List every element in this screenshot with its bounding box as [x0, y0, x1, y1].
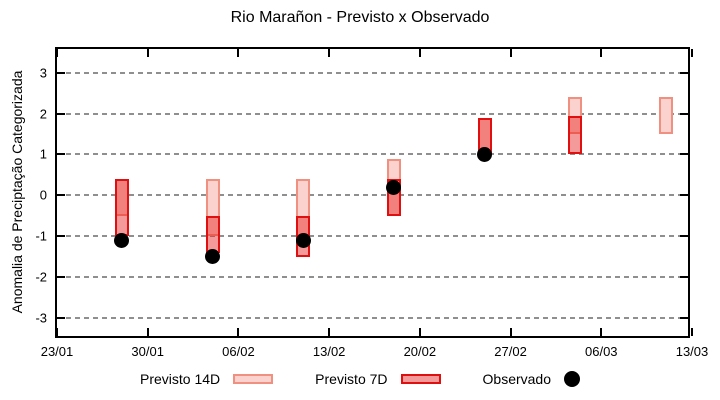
legend-label-previsto-7d: Previsto 7D — [315, 371, 388, 387]
gridline-y-2 — [57, 112, 688, 115]
y-tick-mark — [680, 235, 688, 238]
x-tick-mark — [691, 328, 693, 336]
x-tick-mark — [56, 328, 58, 336]
y-tick-mark — [57, 112, 65, 115]
x-tick-mark — [328, 328, 331, 336]
bar-previsto-7d — [568, 115, 583, 155]
y-tick-mark — [57, 71, 65, 74]
x-tick-mark — [691, 49, 693, 57]
x-tick-label: 06/02 — [222, 344, 255, 359]
observado-dot — [205, 249, 220, 265]
x-tick-mark — [56, 49, 58, 57]
gridline-y-3 — [57, 71, 688, 74]
y-tick-label: 2 — [39, 106, 47, 122]
legend-label-previsto-14d: Previsto 14D — [140, 371, 221, 387]
x-tick-mark — [509, 328, 512, 336]
y-tick-mark — [680, 71, 688, 74]
x-tick-mark — [600, 328, 603, 336]
x-tick-mark — [328, 49, 331, 57]
y-tick-label: -1 — [35, 228, 47, 244]
gridline-y--1 — [57, 235, 688, 238]
y-tick-label: -3 — [35, 310, 47, 326]
y-tick-label: 3 — [39, 65, 47, 81]
x-tick-mark — [418, 328, 421, 336]
legend-swatch-previsto-14d-icon — [233, 374, 274, 384]
y-tick-label: 1 — [39, 146, 47, 162]
x-tick-mark — [146, 328, 149, 336]
legend-item-observado: Observado — [483, 371, 580, 387]
legend-swatch-observado-icon — [564, 371, 580, 387]
x-tick-mark — [237, 49, 240, 57]
y-tick-mark — [680, 316, 688, 319]
x-tick-label: 06/03 — [585, 344, 618, 359]
y-tick-mark — [57, 153, 65, 156]
gridline-y-1 — [57, 153, 688, 156]
gridline-y-0 — [57, 194, 688, 197]
bar-previsto-14d — [659, 97, 674, 134]
y-tick-mark — [680, 153, 688, 156]
x-tick-label: 30/01 — [131, 344, 164, 359]
bar-previsto-7d — [205, 215, 220, 253]
bar-previsto-14d — [205, 178, 220, 237]
y-tick-mark — [57, 276, 65, 279]
x-tick-mark — [146, 49, 149, 57]
y-tick-mark — [57, 316, 65, 319]
y-tick-mark — [57, 235, 65, 238]
chart-title: Rio Marañon - Previsto x Observado — [230, 9, 490, 26]
y-tick-mark — [680, 276, 688, 279]
y-tick-label: 0 — [39, 187, 47, 203]
plot-area: 3 2 1 0 -1 -2 -3 23/01 30/01 06/02 13/02 20/02 27/02… — [35, 47, 708, 359]
y-tick-mark — [680, 112, 688, 115]
legend-label-observado: Observado — [482, 371, 551, 387]
observado-dot — [386, 179, 402, 195]
x-tick-mark — [237, 328, 240, 336]
y-tick-label: -2 — [35, 269, 47, 285]
y-tick-mark — [57, 194, 65, 197]
x-tick-label: 20/02 — [403, 344, 437, 359]
x-tick-label: 27/02 — [494, 344, 527, 359]
x-tick-mark — [509, 49, 512, 57]
observado-dot — [114, 232, 130, 248]
legend-swatch-previsto-7d-icon — [400, 374, 441, 384]
y-axis-label: Anomalia de Preciptação Categorizada — [9, 70, 25, 314]
observado-dot — [477, 146, 493, 162]
observado-dot — [295, 232, 311, 248]
x-tick-label: 23/01 — [40, 344, 74, 359]
legend-item-previsto-7d: Previsto 7D — [315, 371, 441, 387]
x-tick-mark — [600, 49, 603, 57]
x-tick-label: 13/03 — [675, 344, 709, 359]
gridline-y--2 — [57, 276, 688, 279]
y-tick-mark — [680, 194, 688, 197]
gridline-y--3 — [57, 316, 688, 319]
x-tick-label: 13/02 — [312, 344, 346, 359]
legend: Previsto 14D Previsto 7D Observado — [0, 371, 720, 387]
x-tick-mark — [418, 49, 421, 57]
bar-previsto-7d — [114, 178, 129, 237]
legend-item-previsto-14d: Previsto 14D — [140, 371, 274, 387]
